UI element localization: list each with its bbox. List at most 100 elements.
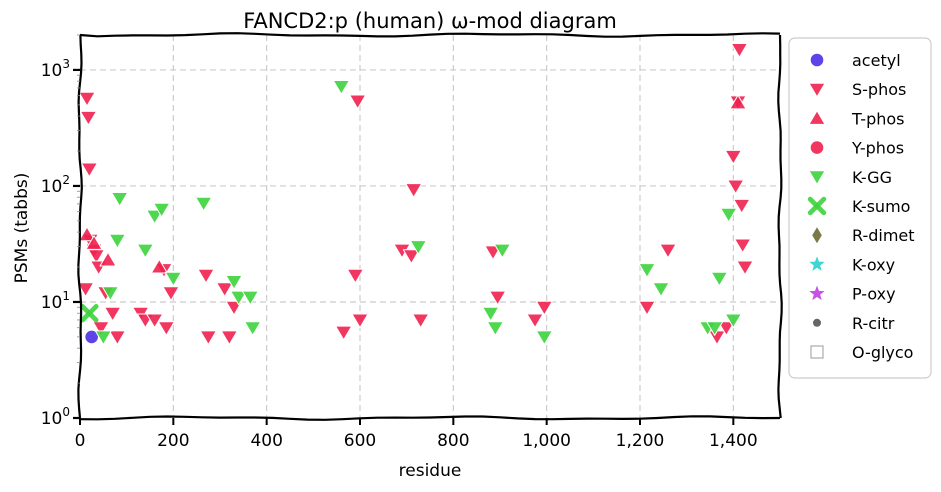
- data-point-K-GG: [111, 191, 129, 207]
- x-axis: 0 200 400 600 800 1,000 1,200 1,400: [75, 418, 758, 451]
- legend-marker-P-oxy: [809, 285, 825, 301]
- legend-marker-O-glyco: [810, 345, 824, 359]
- legend-label: K-GG: [852, 168, 892, 187]
- legend-marker-S-phos: [808, 82, 826, 98]
- data-point-S-phos: [736, 260, 754, 276]
- data-point-S-phos: [412, 313, 430, 329]
- data-point-S-phos: [638, 300, 656, 316]
- legend-label: P-oxy: [852, 285, 896, 304]
- data-point-K-GG: [486, 321, 504, 336]
- legend-item-acetyl: acetyl: [809, 51, 901, 70]
- data-point-K-GG: [720, 207, 738, 223]
- legend-item-K-GG: K-GG: [808, 168, 892, 187]
- data-point-K-GG: [535, 330, 553, 346]
- legend-marker-K-oxy: [809, 256, 825, 271]
- legend-label: acetyl: [852, 51, 901, 70]
- legend-label: K-sumo: [852, 197, 910, 216]
- legend-item-K-sumo: K-sumo: [807, 196, 910, 216]
- data-point-S-phos: [402, 249, 420, 264]
- data-point-S-phos: [349, 94, 367, 110]
- legend: acetyl S-phos T-phos Y-phos K-GG K-sumo R-dime…: [788, 37, 932, 379]
- data-point-K-GG: [164, 271, 182, 287]
- x-tick-label: 800: [437, 431, 469, 451]
- y-axis: 100 101 102 103: [41, 34, 80, 429]
- data-point-S-phos: [405, 183, 423, 198]
- y-axis-title: PSMs (tabbs): [12, 173, 32, 284]
- data-point-K-GG: [710, 271, 728, 287]
- chart-title: FANCD2:p (human) ω-mod diagram: [243, 9, 617, 33]
- legend-marker-acetyl: [809, 52, 825, 68]
- data-point-S-phos: [489, 290, 507, 306]
- data-points: [77, 42, 754, 346]
- data-point-K-GG: [230, 290, 248, 306]
- data-point-K-GG: [108, 233, 126, 249]
- data-point-S-phos: [162, 286, 180, 301]
- legend-label: S-phos: [852, 80, 906, 99]
- data-point-S-phos: [351, 313, 369, 329]
- data-point-S-phos: [108, 330, 126, 346]
- x-tick-label: 600: [344, 431, 376, 451]
- legend-marker-R-dimet: [812, 227, 822, 244]
- data-point-S-phos: [80, 162, 98, 178]
- legend-label: T-phos: [851, 109, 905, 128]
- data-point-S-phos: [197, 268, 215, 284]
- data-point-S-phos: [727, 179, 745, 195]
- data-point-K-GG: [136, 243, 154, 259]
- data-point-S-phos: [79, 110, 97, 126]
- legend-item-O-glyco: O-glyco: [810, 343, 913, 362]
- data-point-K-GG: [638, 263, 656, 278]
- legend-marker-R-citr: [813, 318, 821, 327]
- legend-item-P-oxy: P-oxy: [809, 285, 896, 304]
- data-point-K-GG: [706, 321, 724, 336]
- data-point-S-phos: [77, 282, 95, 297]
- legend-marker-K-sumo: [807, 196, 827, 216]
- data-point-S-phos: [724, 149, 742, 165]
- data-point-S-phos: [216, 282, 234, 297]
- legend-item-S-phos: S-phos: [808, 80, 906, 99]
- data-point-K-GG: [101, 286, 119, 301]
- y-tick-label: 100: [41, 405, 70, 429]
- data-point-S-phos: [199, 330, 217, 346]
- data-point-K-GG: [332, 79, 350, 95]
- legend-item-T-phos: T-phos: [808, 109, 905, 128]
- data-point-S-phos: [659, 243, 677, 259]
- data-point-S-phos: [346, 268, 364, 284]
- x-tick-label: 200: [157, 431, 189, 451]
- legend-label: Y-phos: [851, 139, 904, 158]
- x-tick-label: 400: [250, 431, 282, 451]
- x-tick-label: 0: [75, 431, 86, 451]
- data-point-S-phos: [92, 321, 110, 336]
- y-tick-label: 103: [41, 57, 70, 81]
- data-point-K-GG: [652, 282, 670, 297]
- data-point-S-phos: [526, 313, 544, 329]
- legend-marker-T-phos: [808, 110, 826, 125]
- data-point-T-phos: [99, 251, 117, 267]
- data-point-S-phos: [717, 321, 735, 336]
- data-point-S-phos: [104, 306, 122, 322]
- legend-marker-Y-phos: [809, 140, 825, 155]
- data-point-K-GG: [244, 321, 262, 336]
- legend-label: R-dimet: [852, 226, 915, 245]
- data-point-S-phos: [146, 313, 164, 329]
- data-point-K-GG: [409, 240, 427, 255]
- data-point-K-GG: [724, 313, 742, 329]
- data-point-K-GG: [153, 202, 171, 218]
- data-point-K-GG: [482, 306, 500, 322]
- legend-label: R-citr: [852, 314, 895, 333]
- legend-label: O-glyco: [852, 343, 913, 362]
- data-point-T-phos: [85, 235, 103, 250]
- data-point-K-GG: [195, 196, 213, 212]
- data-point-S-phos: [733, 198, 751, 214]
- data-point-K-GG: [94, 330, 112, 346]
- frame-edge: [77, 34, 83, 419]
- data-point-S-phos: [734, 238, 752, 254]
- data-point-T-phos: [78, 226, 96, 242]
- data-point-K-GG: [225, 275, 243, 290]
- data-point-T-phos: [150, 258, 168, 274]
- legend-item-R-citr: R-citr: [813, 314, 895, 333]
- data-point-S-phos: [157, 321, 175, 336]
- data-point-T-phos: [729, 94, 747, 110]
- x-tick-label: 1,200: [616, 431, 665, 451]
- x-tick-label: 1,400: [709, 431, 758, 451]
